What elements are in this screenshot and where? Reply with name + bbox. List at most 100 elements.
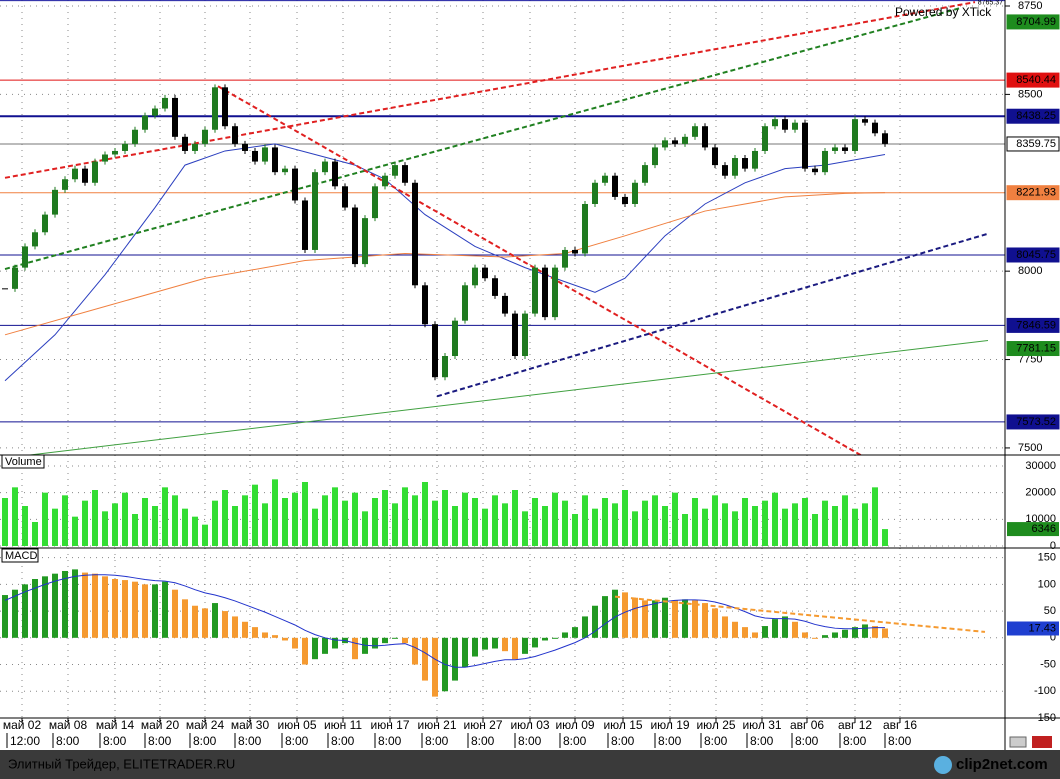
volume-bar [502, 503, 508, 546]
volume-bar [162, 487, 168, 546]
level-label-box [1006, 341, 1060, 357]
volume-bar [552, 492, 558, 546]
volume-bar [2, 498, 8, 546]
macd-bar [52, 573, 58, 638]
volume-bar [712, 495, 718, 546]
candle [392, 165, 398, 176]
candle [802, 122, 808, 169]
time-label: 8:00 [704, 734, 728, 748]
x-tick-label: авг 16 [883, 718, 917, 732]
x-tick-label: май 20 [141, 718, 180, 732]
macd-bar [372, 637, 378, 649]
volume-bar [82, 500, 88, 546]
y-tick-label: 7750 [1018, 353, 1042, 365]
candle [282, 168, 288, 173]
volume-bar [852, 508, 858, 546]
macd-bar [642, 600, 648, 638]
candle [152, 108, 158, 116]
volume-bar [12, 487, 18, 546]
macd-bar [602, 596, 608, 638]
y-tick-label: 8500 [1018, 88, 1042, 100]
candle [62, 179, 68, 190]
time-label: 8:00 [425, 734, 449, 748]
x-tick-label: май 30 [231, 718, 270, 732]
volume-bar [22, 506, 28, 546]
x-tick-label: июл 09 [555, 718, 594, 732]
macd-bar [802, 632, 808, 638]
volume-bar [292, 492, 298, 546]
volume-bar [422, 482, 428, 546]
volume-bar [272, 479, 278, 546]
macd-bar [542, 637, 548, 641]
x-tick-label: июл 03 [510, 718, 549, 732]
macd-bar [582, 616, 588, 638]
x-tick-label: авг 12 [838, 718, 872, 732]
candle [402, 165, 408, 183]
macd-bar [842, 629, 848, 638]
macd-bar [662, 597, 668, 638]
logo-text[interactable]: clip2net.com [956, 756, 1048, 773]
candle [622, 196, 628, 204]
trend-line [4, 1, 976, 179]
macd-bar [822, 635, 828, 638]
candle [32, 232, 38, 247]
macd-bar [742, 627, 748, 638]
volume-bar [592, 508, 598, 546]
candle [292, 168, 298, 201]
macd-bar [762, 626, 768, 638]
volume-bar [52, 508, 58, 546]
toolbar-icon[interactable] [1032, 736, 1052, 748]
macd-bar [142, 584, 148, 638]
macd-bar [402, 637, 408, 644]
candle [52, 189, 58, 215]
candle [732, 158, 738, 176]
volume-bar [492, 495, 498, 546]
candle [122, 143, 128, 151]
volume-bar [172, 495, 178, 546]
volume-bar [612, 503, 618, 546]
candle [712, 147, 718, 166]
status-bar [0, 750, 1060, 779]
macd-bar [872, 626, 878, 638]
macd-bar [832, 632, 838, 638]
macd-bar [672, 600, 678, 638]
volume-bar [522, 511, 528, 546]
candle [452, 320, 458, 357]
y-tick-label: 100 [1038, 578, 1056, 590]
volume-bar [432, 500, 438, 546]
volume-bar [772, 492, 778, 546]
level-label: 7573.52 [1016, 416, 1056, 428]
candle [432, 324, 438, 378]
candle [362, 218, 368, 265]
x-tick-label: июл 25 [696, 718, 735, 732]
macd-bar [752, 632, 758, 638]
volume-bar [572, 514, 578, 546]
candle [202, 129, 208, 144]
x-tick-label: июл 31 [742, 718, 781, 732]
time-label: 8:00 [563, 734, 587, 748]
time-label: 8:00 [56, 734, 80, 748]
macd-bar [722, 616, 728, 638]
candle [242, 143, 248, 151]
toolbar-icon[interactable] [1009, 736, 1027, 748]
macd-bar [432, 637, 438, 697]
candle [642, 165, 648, 183]
volume-bar [602, 498, 608, 546]
macd-bar [812, 637, 818, 639]
y-tick-label: 0 [1050, 540, 1056, 552]
volume-bar [152, 506, 158, 546]
candle [212, 87, 218, 130]
x-tick-label: май 08 [49, 718, 88, 732]
macd-bar [72, 569, 78, 638]
trend-line [29, 339, 989, 455]
trend-line [4, 7, 961, 271]
candle [372, 186, 378, 219]
macd-bar [202, 608, 208, 638]
volume-bar [312, 508, 318, 546]
macd-bar [192, 605, 198, 638]
macd-bar [652, 600, 658, 638]
macd-bar [212, 603, 218, 638]
macd-bar [632, 597, 638, 638]
time-label: 12:00 [10, 734, 40, 748]
volume-bar [622, 490, 628, 546]
